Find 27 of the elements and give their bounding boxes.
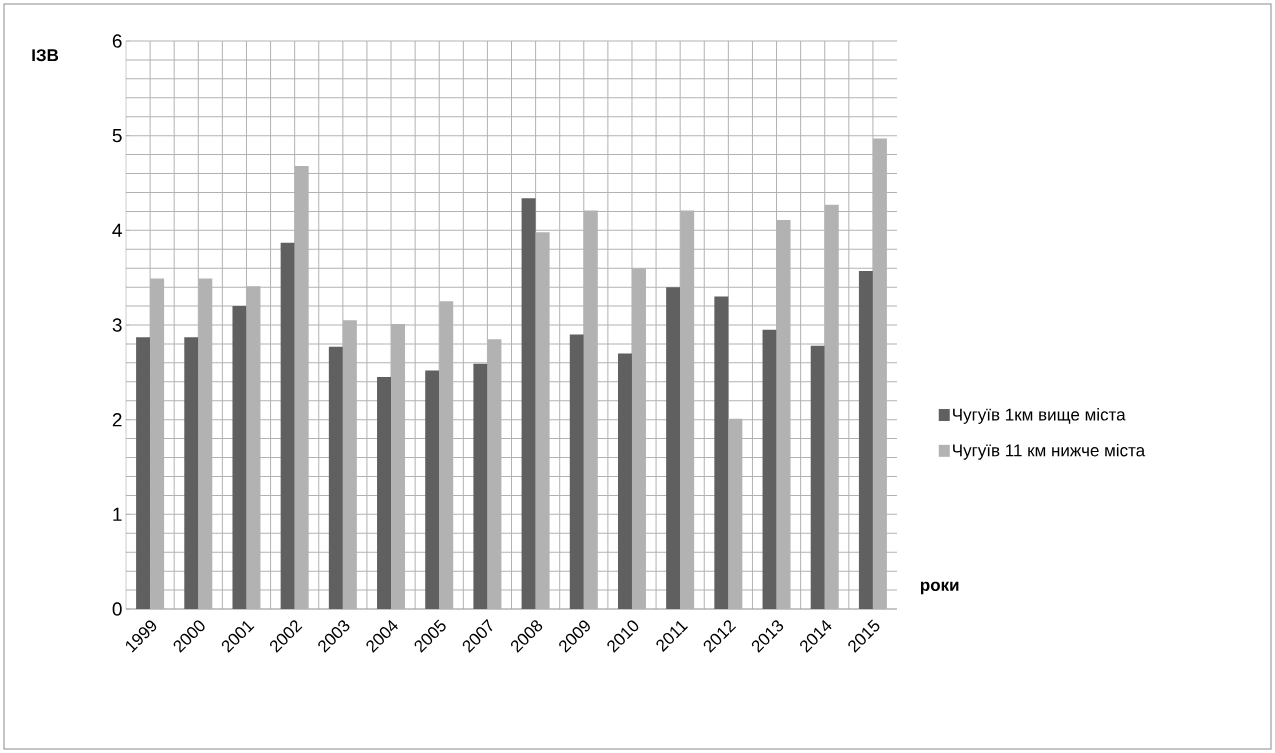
bar [762,329,777,609]
y-axis-title: ІЗВ [32,49,59,62]
bar [280,242,295,609]
y-tick-label: 4 [112,223,122,237]
x-axis-title: роки [920,581,959,595]
bar [858,271,873,609]
bar [377,377,392,609]
bar [521,198,536,609]
bar [810,345,825,609]
bar [617,353,632,609]
legend-label: Чугуїв 11 км нижче міста [953,443,1146,460]
bar [328,346,343,609]
bar [473,363,488,609]
y-tick-label: 1 [113,507,122,521]
bar [184,337,199,609]
y-tick-label: 3 [112,318,122,332]
bar [425,370,440,609]
y-tick-label: 6 [112,34,122,48]
bar [569,334,584,609]
bar [232,306,247,609]
bar [136,337,151,609]
y-tick-label: 5 [112,129,122,143]
legend-label: Чугуїв 1км вище міста [953,408,1126,424]
y-tick-label: 0 [112,602,122,616]
bar [714,296,729,609]
bar [666,287,681,609]
y-tick-label: 2 [112,413,122,427]
